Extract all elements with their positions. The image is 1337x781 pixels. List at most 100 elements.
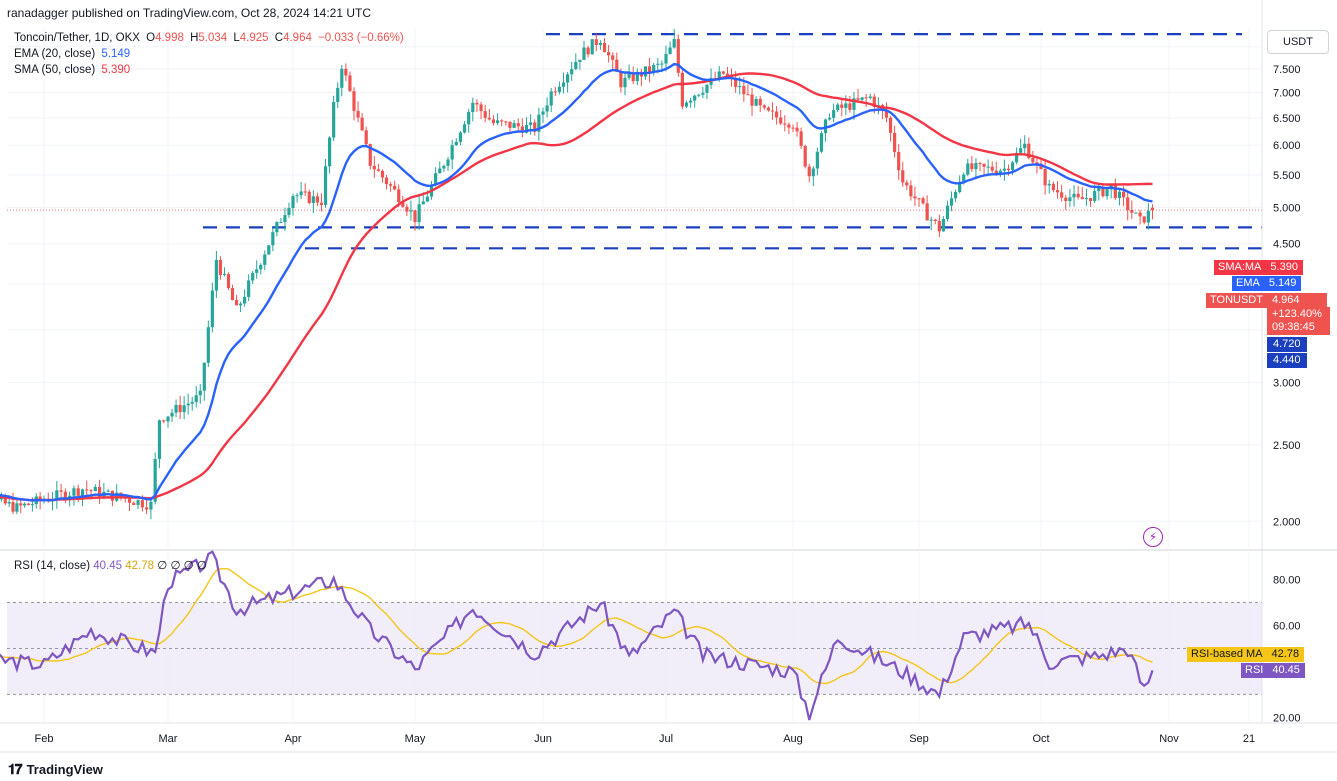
last-price-tag: 4.964 <box>1266 293 1327 308</box>
candle-body <box>178 404 182 413</box>
candle-body <box>574 61 578 70</box>
candle-body <box>602 42 607 53</box>
time-axis: Feb Mar Apr May Jun Jul Aug Sep Oct Nov 21 <box>35 733 1256 745</box>
candle-body <box>684 102 689 107</box>
candle-body <box>425 196 429 202</box>
candle-body <box>779 117 783 124</box>
candle-body <box>693 95 697 101</box>
candle-body <box>63 491 67 500</box>
candle-body <box>19 503 23 506</box>
candle-body <box>72 488 76 496</box>
candle-body <box>442 165 446 169</box>
candle-body <box>966 163 970 175</box>
candle-body <box>643 66 648 77</box>
price-tick-label: 5.000 <box>1273 203 1301 215</box>
rsi-tag-label: RSI <box>1241 663 1268 678</box>
candle-body <box>1002 168 1006 171</box>
price-tick-label: 2.000 <box>1273 516 1301 528</box>
candle-body <box>157 420 162 460</box>
candle-body <box>55 490 59 500</box>
price-axis: 8.0007.5007.0006.5006.0005.5005.0004.500… <box>0 0 1337 753</box>
candle-body <box>413 210 417 223</box>
candle-body <box>738 86 742 88</box>
candle-body <box>688 100 693 103</box>
candle-body <box>734 77 738 87</box>
candle-body <box>315 196 319 203</box>
time-tick-label: Mar <box>159 733 178 745</box>
sma-value: 5.390 <box>101 64 131 76</box>
candle-body <box>30 504 34 506</box>
countdown-tag: 09:38:45 <box>1267 320 1330 335</box>
candle-body <box>1027 143 1031 158</box>
lightning-icon[interactable]: ⚡ <box>1143 527 1163 547</box>
candle-body <box>819 133 824 152</box>
currency-selector[interactable]: USDT <box>1267 30 1329 54</box>
candle-body <box>384 177 389 185</box>
candle-body <box>11 502 15 512</box>
candle-body <box>656 63 660 65</box>
candle-body <box>815 151 819 169</box>
candle-body <box>913 196 917 199</box>
candle-body <box>520 126 524 133</box>
ema-price-tag: EMA 5.149 <box>1232 276 1302 291</box>
candle-body <box>594 39 598 45</box>
price-tick-label: 7.500 <box>1273 64 1301 76</box>
candle-body <box>259 264 263 270</box>
candle-body <box>557 86 561 93</box>
time-tick-label: May <box>405 733 426 745</box>
time-tick-label: Aug <box>783 733 803 745</box>
candle-body <box>475 102 479 105</box>
candle-body <box>132 502 136 506</box>
candle-body <box>799 131 803 146</box>
symbol-tag-label: TONUSDT <box>1206 293 1267 308</box>
sma-tag-label: SMA:MA <box>1214 260 1266 275</box>
candle-body <box>348 75 352 92</box>
candle-body <box>26 503 31 505</box>
candle-body <box>852 98 856 110</box>
candle-body <box>311 196 315 204</box>
candle-body <box>582 47 586 60</box>
candle-body <box>668 47 672 55</box>
high-value: 5.034 <box>198 32 228 44</box>
high-label: H <box>190 32 199 44</box>
candle-body <box>458 132 463 142</box>
candle-body <box>3 496 7 504</box>
legend-ema[interactable]: EMA (20, close) 5.149 <box>14 48 133 60</box>
candle-body <box>323 166 328 205</box>
ema-tag-value: 5.149 <box>1263 276 1302 291</box>
candle-body <box>267 245 271 255</box>
legend-sma[interactable]: SMA (50, close) 5.390 <box>14 64 133 76</box>
candle-body <box>598 42 602 45</box>
candle-body <box>202 362 206 391</box>
candle-body <box>545 105 549 112</box>
candle-body <box>275 222 279 233</box>
rsi-value: 40.45 <box>93 560 123 572</box>
rsi-legend[interactable]: RSI (14, close) 40.45 42.78 ∅ ∅ ∅ ∅ <box>14 558 207 572</box>
candle-body <box>909 185 913 197</box>
candle-body <box>295 195 299 197</box>
candle-body <box>897 152 901 171</box>
candle-body <box>487 117 491 120</box>
candle-body <box>856 98 860 100</box>
symbol-line[interactable]: Toncoin/Tether, 1D, OKX <box>14 32 140 44</box>
candle-body <box>1068 197 1072 202</box>
rsi-ma-value: 42.78 <box>125 560 155 572</box>
candle-body <box>1039 163 1043 170</box>
candle-body <box>136 500 140 506</box>
candle-body <box>1019 148 1023 153</box>
candle-body <box>516 123 520 127</box>
brand-name: TradingView <box>26 762 103 777</box>
tradingview-logo[interactable]: 𝟏𝟕 TradingView <box>8 761 103 778</box>
candle-body <box>344 68 348 76</box>
candle-body <box>1088 198 1093 202</box>
rsi-tag-value: 40.45 <box>1267 663 1305 678</box>
candle-body <box>1010 162 1015 171</box>
candle-body <box>533 122 537 132</box>
candle-body <box>795 127 799 132</box>
ema-value: 5.149 <box>101 48 131 60</box>
candle-body <box>1064 197 1068 202</box>
candle-body <box>970 163 974 170</box>
candle-body <box>929 219 933 221</box>
support-high-tag: 4.720 <box>1267 337 1307 352</box>
